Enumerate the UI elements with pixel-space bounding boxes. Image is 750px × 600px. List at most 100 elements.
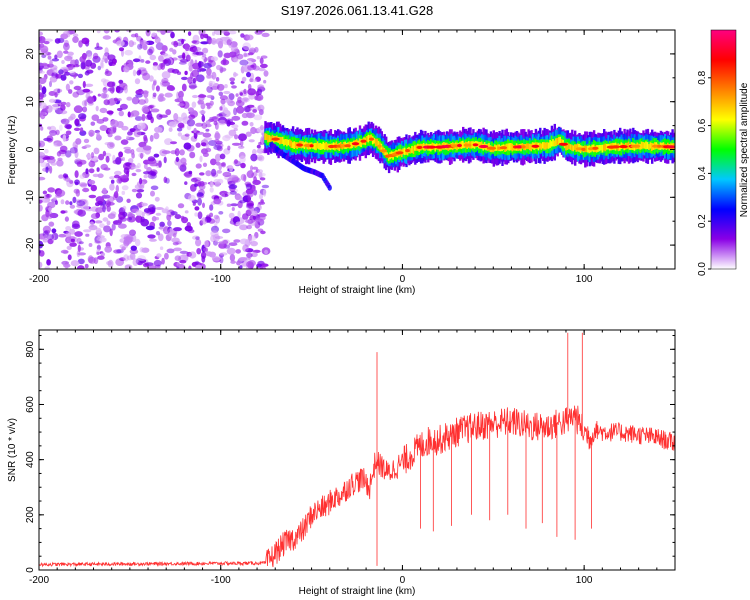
noise-blob xyxy=(59,124,63,131)
noise-blob xyxy=(240,162,246,169)
figure-title: S197.2026.061.13.41.G28 xyxy=(281,3,434,18)
signal-cell xyxy=(603,144,605,151)
noise-blob xyxy=(201,142,207,147)
noise-blob xyxy=(246,34,254,41)
noise-blob xyxy=(126,211,134,217)
noise-blob xyxy=(169,47,174,52)
signal-cell xyxy=(385,149,387,156)
noise-blob xyxy=(176,261,180,267)
noise-blob xyxy=(105,200,111,207)
signal-cell xyxy=(642,142,644,149)
noise-blob xyxy=(73,105,83,114)
noise-blob xyxy=(65,231,72,240)
noise-blob xyxy=(80,205,90,211)
noise-blob xyxy=(219,95,228,101)
noise-blob xyxy=(178,61,187,65)
noise-blob xyxy=(60,210,66,214)
signal-cell xyxy=(268,135,271,142)
signal-cell xyxy=(543,142,545,150)
signal-cell xyxy=(286,139,288,147)
noise-blob xyxy=(235,249,241,254)
noise-blob xyxy=(227,145,231,151)
noise-blob xyxy=(55,73,59,80)
noise-blob xyxy=(210,56,218,62)
noise-blob xyxy=(77,252,86,256)
noise-blob xyxy=(193,127,197,134)
signal-peak xyxy=(531,144,540,148)
noise-blob xyxy=(250,240,258,247)
noise-blob xyxy=(69,180,74,184)
noise-blob xyxy=(100,60,104,68)
noise-blob xyxy=(78,198,87,205)
noise-blob xyxy=(161,71,171,79)
noise-blob xyxy=(161,257,165,265)
noise-blob xyxy=(212,31,215,36)
noise-blob xyxy=(119,103,128,110)
noise-blob xyxy=(250,126,257,135)
noise-blob xyxy=(63,42,70,51)
noise-blob xyxy=(69,242,77,247)
noise-blob xyxy=(160,30,166,35)
signal-cell xyxy=(403,147,406,155)
noise-blob xyxy=(39,199,43,204)
noise-blob xyxy=(177,122,185,129)
signal-cell xyxy=(350,141,352,149)
noise-blob xyxy=(61,60,65,64)
noise-blob xyxy=(67,254,72,261)
noise-blob xyxy=(48,91,56,96)
y-tick-label: 200 xyxy=(25,506,36,523)
noise-blob xyxy=(205,102,211,107)
noise-blob xyxy=(83,229,92,233)
noise-blob xyxy=(48,206,52,212)
noise-blob xyxy=(103,225,111,233)
noise-blob xyxy=(56,189,66,197)
noise-blob xyxy=(139,177,143,185)
noise-blob xyxy=(60,249,69,254)
signal-cell xyxy=(555,138,557,146)
noise-blob xyxy=(245,183,253,190)
noise-blob xyxy=(152,64,159,71)
noise-blob xyxy=(74,118,80,126)
noise-blob xyxy=(214,153,222,162)
noise-blob xyxy=(179,59,189,63)
noise-blob xyxy=(210,158,217,166)
signal-cell xyxy=(366,136,368,142)
noise-blob xyxy=(228,212,235,219)
noise-blob xyxy=(231,177,241,183)
noise-blob xyxy=(202,53,207,58)
noise-blob xyxy=(159,149,168,157)
noise-blob xyxy=(87,53,92,60)
noise-blob xyxy=(158,233,164,242)
noise-blob xyxy=(77,265,85,269)
signal-cell xyxy=(542,142,544,149)
noise-blob xyxy=(96,30,101,34)
spectrogram-signal-trace xyxy=(264,121,675,191)
noise-blob xyxy=(239,265,243,269)
signal-peak xyxy=(457,143,462,148)
noise-blob xyxy=(195,142,201,148)
signal-cell xyxy=(358,138,361,147)
signal-cell xyxy=(321,143,323,150)
noise-blob xyxy=(216,64,222,71)
noise-blob xyxy=(220,193,226,198)
noise-blob xyxy=(210,230,219,238)
noise-blob xyxy=(39,31,43,36)
noise-blob xyxy=(256,148,265,154)
noise-blob xyxy=(196,74,205,83)
noise-blob xyxy=(239,92,243,96)
noise-blob xyxy=(201,122,208,129)
signal-cell xyxy=(511,143,514,152)
signal-cell xyxy=(291,142,294,148)
noise-blob xyxy=(106,261,112,266)
signal-cell xyxy=(293,141,295,149)
signal-cell xyxy=(528,143,531,151)
noise-blob xyxy=(140,216,145,223)
noise-blob xyxy=(39,140,46,148)
noise-blob xyxy=(78,113,87,120)
signal-peak xyxy=(657,144,662,148)
noise-blob xyxy=(130,245,137,251)
noise-blob xyxy=(119,244,128,249)
noise-blob xyxy=(159,114,168,118)
noise-blob xyxy=(153,132,160,140)
noise-blob xyxy=(84,263,89,269)
